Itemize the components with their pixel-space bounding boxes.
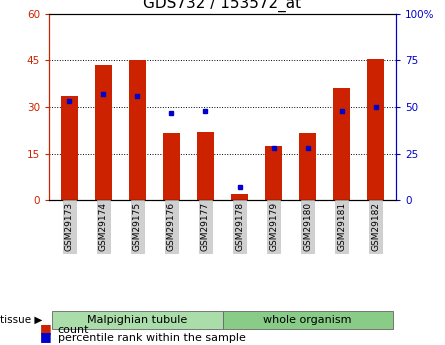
Text: count: count xyxy=(58,325,89,335)
Text: percentile rank within the sample: percentile rank within the sample xyxy=(58,333,246,343)
Text: GSM29173: GSM29173 xyxy=(65,202,74,251)
Text: GSM29177: GSM29177 xyxy=(201,202,210,251)
Bar xyxy=(231,194,248,200)
Text: Malpighian tubule: Malpighian tubule xyxy=(87,315,187,325)
Bar xyxy=(197,132,214,200)
Text: ■: ■ xyxy=(40,330,52,343)
Bar xyxy=(333,88,350,200)
Bar xyxy=(61,96,78,200)
Text: GSM29178: GSM29178 xyxy=(235,202,244,251)
Text: GSM29174: GSM29174 xyxy=(99,202,108,251)
Text: whole organism: whole organism xyxy=(263,315,352,325)
Text: GSM29182: GSM29182 xyxy=(371,202,380,251)
Bar xyxy=(129,60,146,200)
Text: GSM29176: GSM29176 xyxy=(167,202,176,251)
Title: GDS732 / 153572_at: GDS732 / 153572_at xyxy=(143,0,302,12)
Text: GSM29181: GSM29181 xyxy=(337,202,346,251)
Text: tissue ▶: tissue ▶ xyxy=(0,315,43,325)
Bar xyxy=(299,133,316,200)
Bar xyxy=(95,65,112,200)
Bar xyxy=(163,133,180,200)
Text: GSM29179: GSM29179 xyxy=(269,202,278,251)
Text: ■: ■ xyxy=(40,322,52,335)
Text: GSM29180: GSM29180 xyxy=(303,202,312,251)
Text: GSM29175: GSM29175 xyxy=(133,202,142,251)
Bar xyxy=(367,59,384,200)
Bar xyxy=(265,146,282,200)
